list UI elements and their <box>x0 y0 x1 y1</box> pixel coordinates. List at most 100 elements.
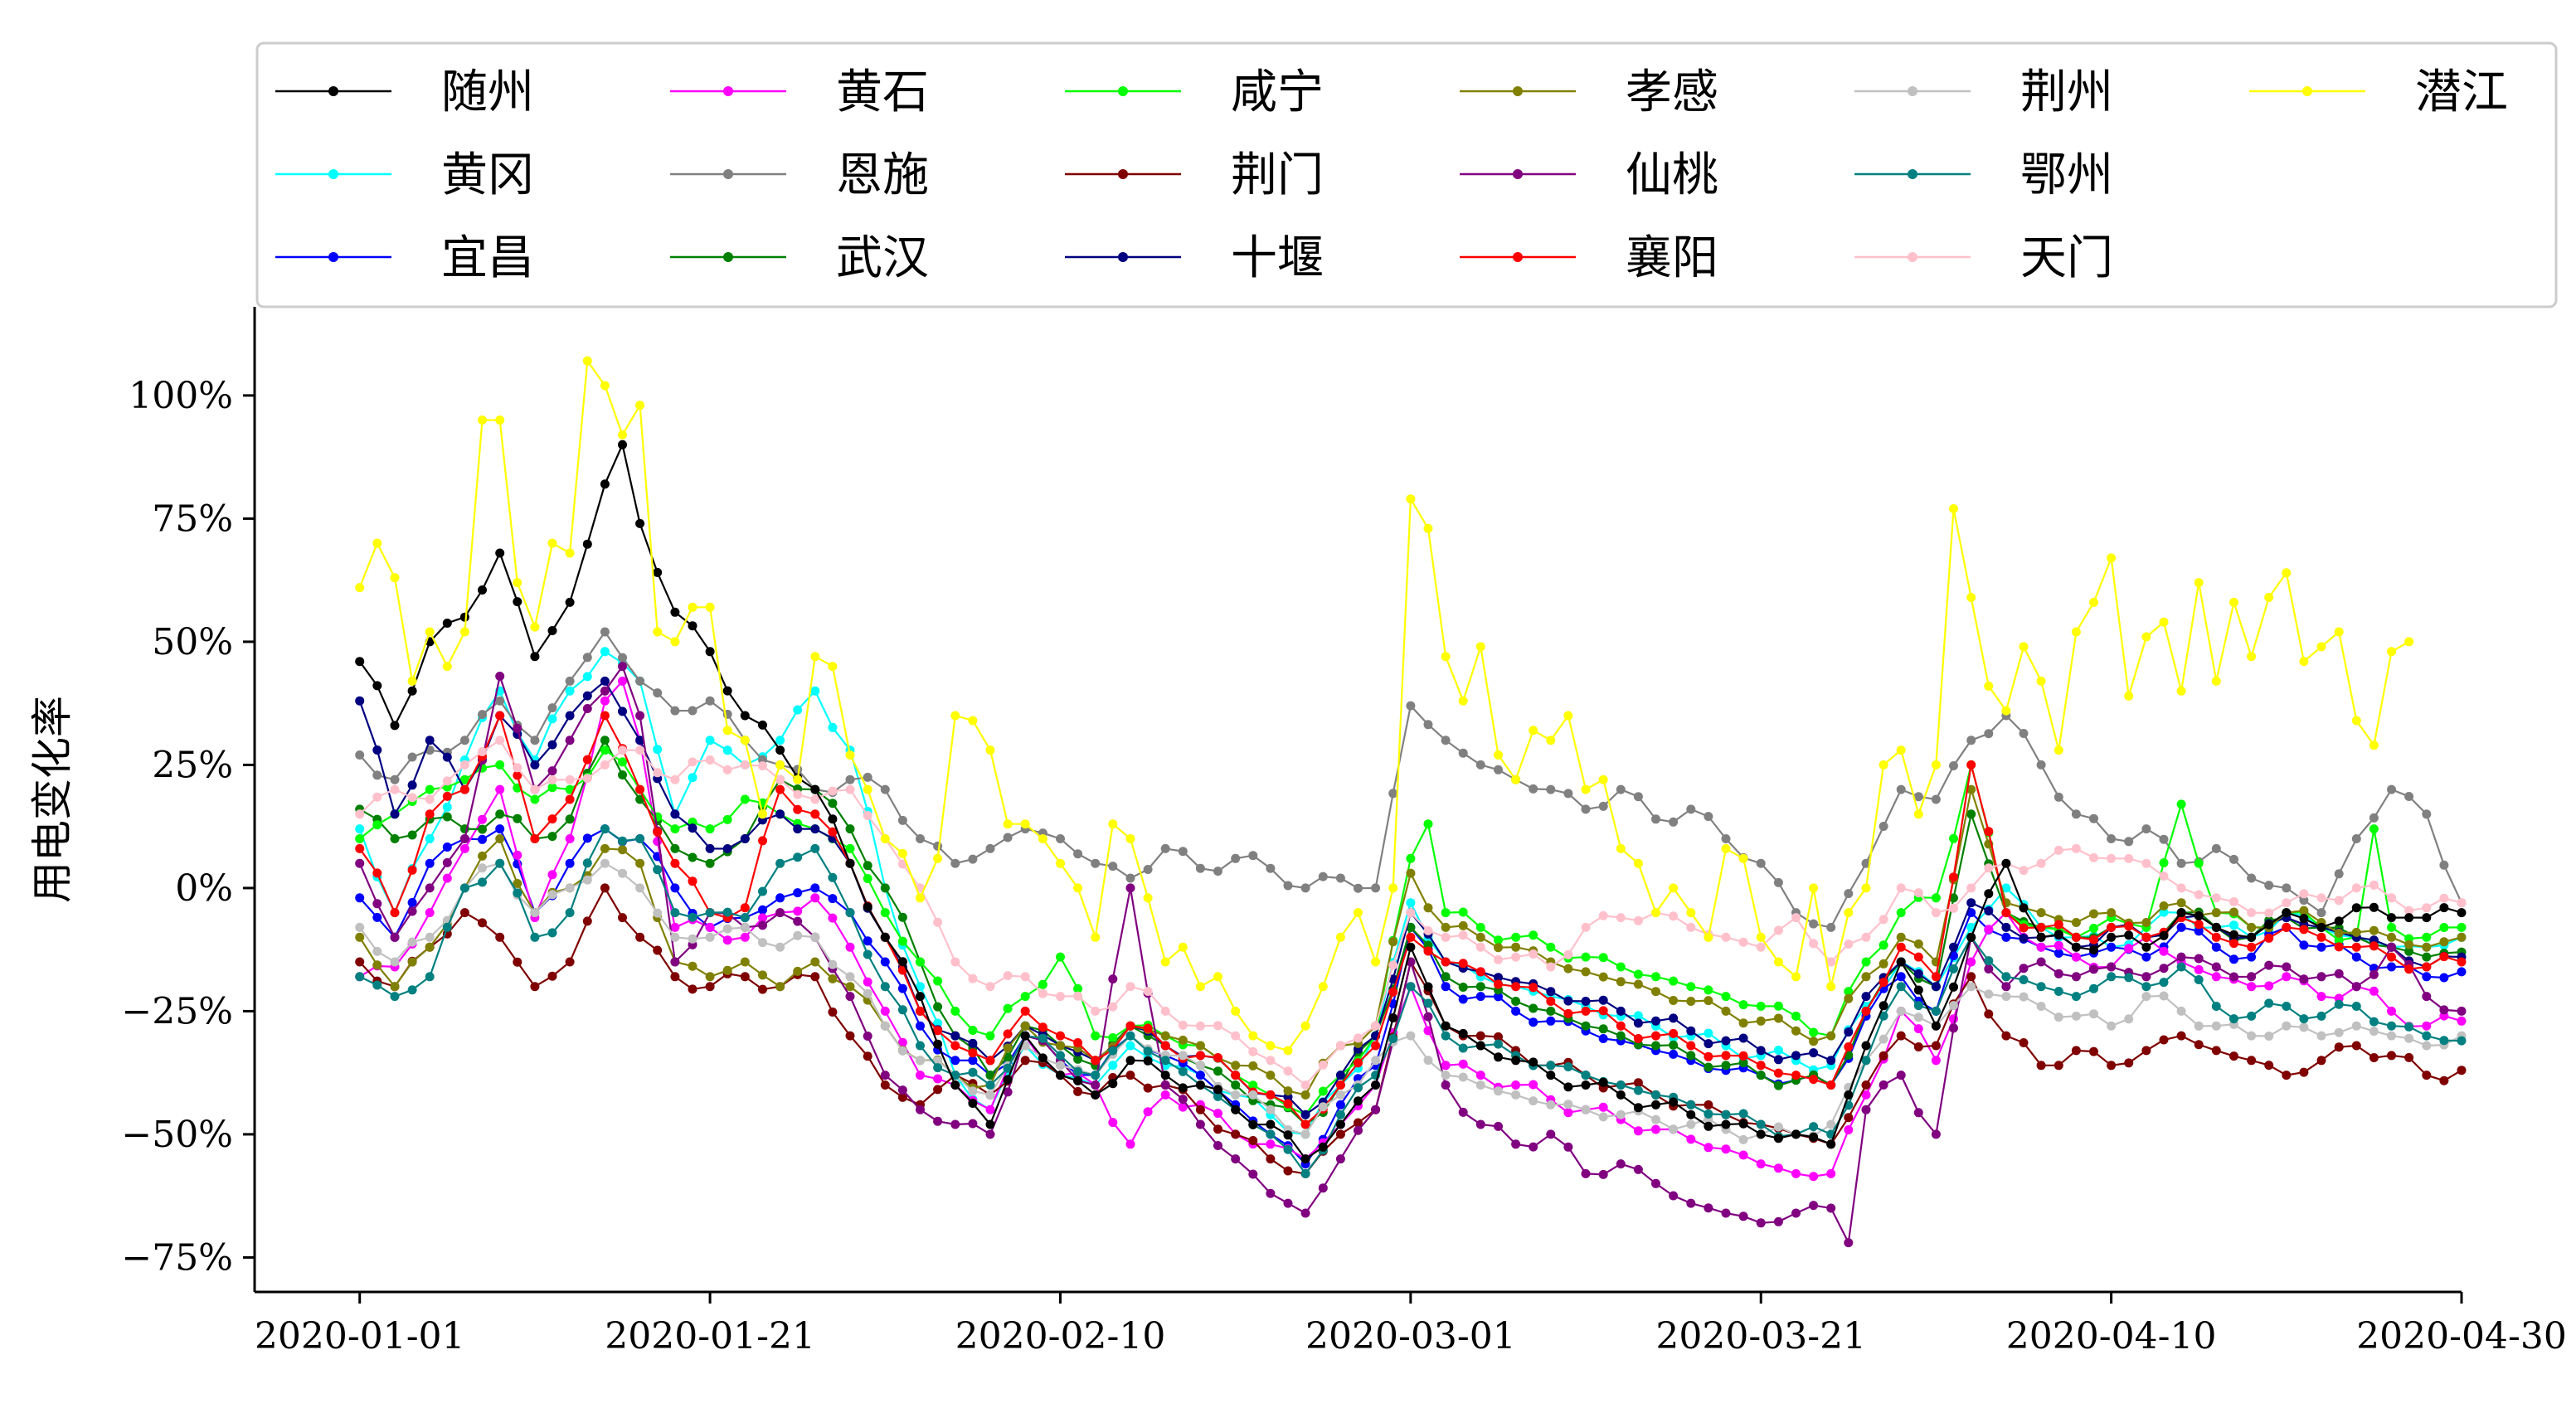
data-point <box>547 814 557 824</box>
data-point <box>1475 932 1485 942</box>
x-tick-label: 2020-03-01 <box>1305 1315 1516 1357</box>
data-point <box>618 653 627 663</box>
data-point <box>1738 1051 1748 1061</box>
data-point <box>1178 847 1188 857</box>
data-point <box>2457 1006 2467 1016</box>
x-tick-label: 2020-01-01 <box>255 1315 465 1357</box>
data-point <box>1108 1033 1118 1042</box>
data-point <box>530 736 540 745</box>
data-point <box>985 843 995 853</box>
data-point <box>2001 922 2011 932</box>
data-point <box>1423 720 1433 730</box>
data-point <box>565 548 575 558</box>
data-point <box>670 883 680 893</box>
legend-item: 鄂州 <box>1854 148 2113 202</box>
data-point <box>1475 942 1485 952</box>
data-point <box>722 745 732 755</box>
data-point <box>1406 932 1416 942</box>
data-point <box>2369 813 2379 823</box>
data-point <box>1879 1001 1888 1011</box>
data-point <box>2299 1022 2309 1032</box>
data-point <box>1844 889 1854 899</box>
data-point <box>459 843 469 853</box>
data-point <box>705 972 715 982</box>
data-point <box>1423 819 1433 829</box>
data-point <box>2247 1031 2257 1041</box>
data-point <box>1529 1003 1538 1013</box>
legend-marker <box>1513 86 1523 96</box>
data-point <box>1581 1021 1591 1031</box>
data-point <box>1300 883 1310 893</box>
data-point <box>1616 913 1626 923</box>
data-point <box>2176 883 2186 893</box>
data-point <box>1879 915 1888 925</box>
data-point <box>775 784 785 794</box>
data-point <box>1213 1021 1222 1031</box>
data-point <box>565 736 575 745</box>
data-point <box>1160 1006 1170 1016</box>
data-point <box>933 917 943 927</box>
data-point <box>2194 890 2204 900</box>
data-point <box>863 1051 872 1061</box>
data-point <box>2001 706 2011 716</box>
data-point <box>1178 942 1188 952</box>
data-point <box>1563 711 1573 721</box>
data-point <box>670 972 680 982</box>
data-point <box>2351 982 2361 992</box>
data-point <box>950 1006 960 1016</box>
data-point <box>390 834 400 843</box>
data-point <box>2176 952 2186 962</box>
data-point <box>897 1005 907 1015</box>
data-point <box>1738 1018 1748 1028</box>
data-point <box>2211 908 2221 918</box>
x-tick-label: 2020-02-10 <box>955 1315 1166 1357</box>
data-point <box>425 932 435 942</box>
data-point <box>863 772 872 782</box>
data-point <box>2001 1031 2011 1041</box>
data-point <box>1896 1071 1906 1080</box>
data-point <box>1213 1091 1222 1101</box>
data-point <box>2141 992 2151 1002</box>
data-point <box>1038 979 1047 989</box>
legend-marker <box>328 86 338 96</box>
data-point <box>1388 987 1398 997</box>
data-point <box>1756 1016 1766 1026</box>
series-随州 <box>355 439 2467 1164</box>
data-point <box>459 908 469 918</box>
data-point <box>2089 983 2098 993</box>
data-point <box>1318 872 1328 881</box>
data-point <box>2369 925 2379 935</box>
data-point <box>1704 1203 1713 1213</box>
data-point <box>600 686 610 696</box>
data-point <box>425 972 435 982</box>
data-point <box>1756 942 1766 952</box>
data-point <box>1056 834 1065 843</box>
legend-item: 孝感 <box>1460 66 1718 119</box>
data-point <box>1669 1013 1679 1023</box>
data-point <box>1335 1110 1345 1119</box>
data-point <box>355 972 365 982</box>
data-point <box>2001 883 2011 893</box>
data-point <box>722 726 732 736</box>
data-point <box>2001 908 2011 918</box>
data-point <box>2247 942 2257 952</box>
data-point <box>2124 1058 2134 1068</box>
legend-label: 潜江 <box>2415 66 2508 119</box>
data-point <box>1231 1031 1241 1041</box>
data-point <box>1125 1041 1135 1051</box>
data-point <box>1300 1154 1310 1164</box>
data-point <box>582 691 592 701</box>
data-point <box>933 1074 943 1084</box>
data-point <box>722 765 732 774</box>
data-point <box>1056 1031 1065 1041</box>
data-point <box>1458 748 1468 758</box>
data-point <box>1546 1071 1556 1080</box>
data-point <box>653 567 663 577</box>
data-point <box>793 906 803 916</box>
data-point <box>2387 1021 2396 1031</box>
data-point <box>1475 642 1485 652</box>
data-point <box>1546 1006 1556 1016</box>
data-point <box>985 1031 995 1041</box>
data-point <box>1984 681 1994 691</box>
data-point <box>442 842 452 852</box>
